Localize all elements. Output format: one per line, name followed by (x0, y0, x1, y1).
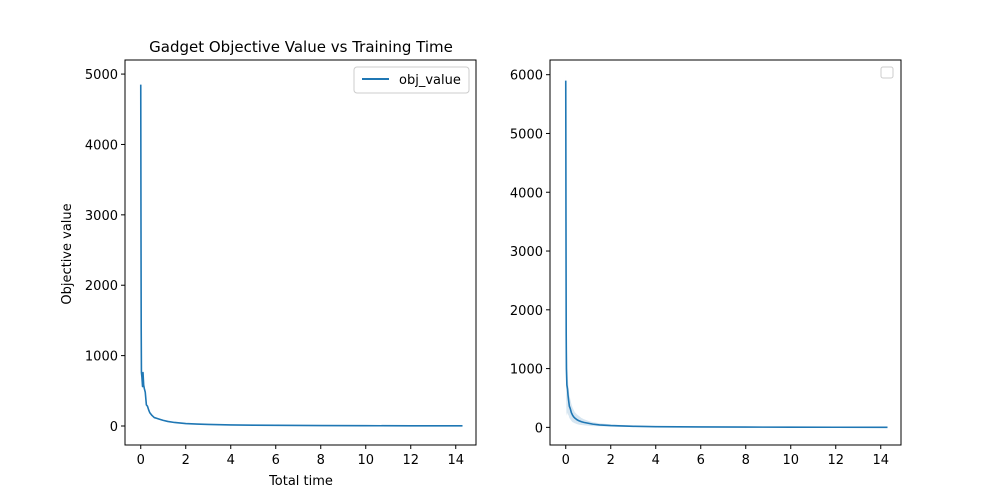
left-x-tick-label: 10 (357, 453, 374, 468)
right-x-tick-label: 8 (742, 453, 750, 468)
right-ticks: 0 2 4 6 8 10 12 14 0 1000 2000 3000 4000 5000 6000 (510, 69, 889, 468)
right-axes-frame (549, 59, 902, 446)
right-x-tick-label: 4 (652, 453, 660, 468)
left-plot-area (139, 84, 463, 427)
left-series-line-0 (139, 84, 463, 427)
right-confidence-band (565, 74, 888, 428)
left-ticks: 0 2 4 6 8 10 12 14 0 1000 2000 3000 4000 5000 (85, 68, 464, 468)
left-y-axis-label: Objective value (60, 203, 75, 304)
right-legend-empty-box (880, 66, 894, 79)
legend-label-obj-value: obj_value (399, 73, 461, 88)
right-x-tick-label: 10 (782, 453, 799, 468)
left-legend: obj_value (353, 66, 470, 94)
left-y-tick-label: 4000 (85, 138, 118, 153)
right-y-tick-label: 5000 (510, 127, 543, 142)
right-subplot: 0 2 4 6 8 10 12 14 0 1000 2000 3000 4000 5000 6000 (510, 59, 902, 468)
right-y-tick-label: 1000 (510, 363, 543, 378)
left-x-tick-label: 8 (317, 453, 325, 468)
left-x-axis-label: Total time (268, 474, 333, 489)
left-subplot: Gadget Objective Value vs Training Time … (60, 38, 477, 489)
left-y-tick-label: 1000 (85, 350, 118, 365)
right-y-tick-label: 6000 (510, 69, 543, 84)
left-x-tick-label: 12 (402, 453, 419, 468)
right-series-line-0 (564, 80, 888, 429)
right-x-tick-label: 14 (872, 453, 889, 468)
left-x-tick-label: 0 (137, 453, 145, 468)
right-x-tick-label: 0 (562, 453, 570, 468)
left-x-tick-label: 6 (272, 453, 280, 468)
left-legend-box (353, 66, 470, 94)
left-x-tick-label: 14 (447, 453, 464, 468)
left-y-tick-label: 3000 (85, 209, 118, 224)
left-y-tick-label: 0 (110, 420, 118, 435)
right-y-tick-label: 4000 (510, 186, 543, 201)
left-x-tick-label: 2 (182, 453, 190, 468)
right-x-tick-label: 6 (697, 453, 705, 468)
right-x-tick-label: 12 (827, 453, 844, 468)
right-y-tick-label: 3000 (510, 245, 543, 260)
left-y-tick-label: 5000 (85, 68, 118, 83)
right-plot-area (564, 74, 888, 429)
left-x-tick-label: 4 (227, 453, 235, 468)
left-y-tick-label: 2000 (85, 279, 118, 294)
right-x-tick-label: 2 (607, 453, 615, 468)
right-y-tick-label: 2000 (510, 304, 543, 319)
right-y-tick-label: 0 (535, 421, 543, 436)
left-chart-title: Gadget Objective Value vs Training Time (149, 38, 453, 56)
left-axes-frame (124, 59, 477, 446)
